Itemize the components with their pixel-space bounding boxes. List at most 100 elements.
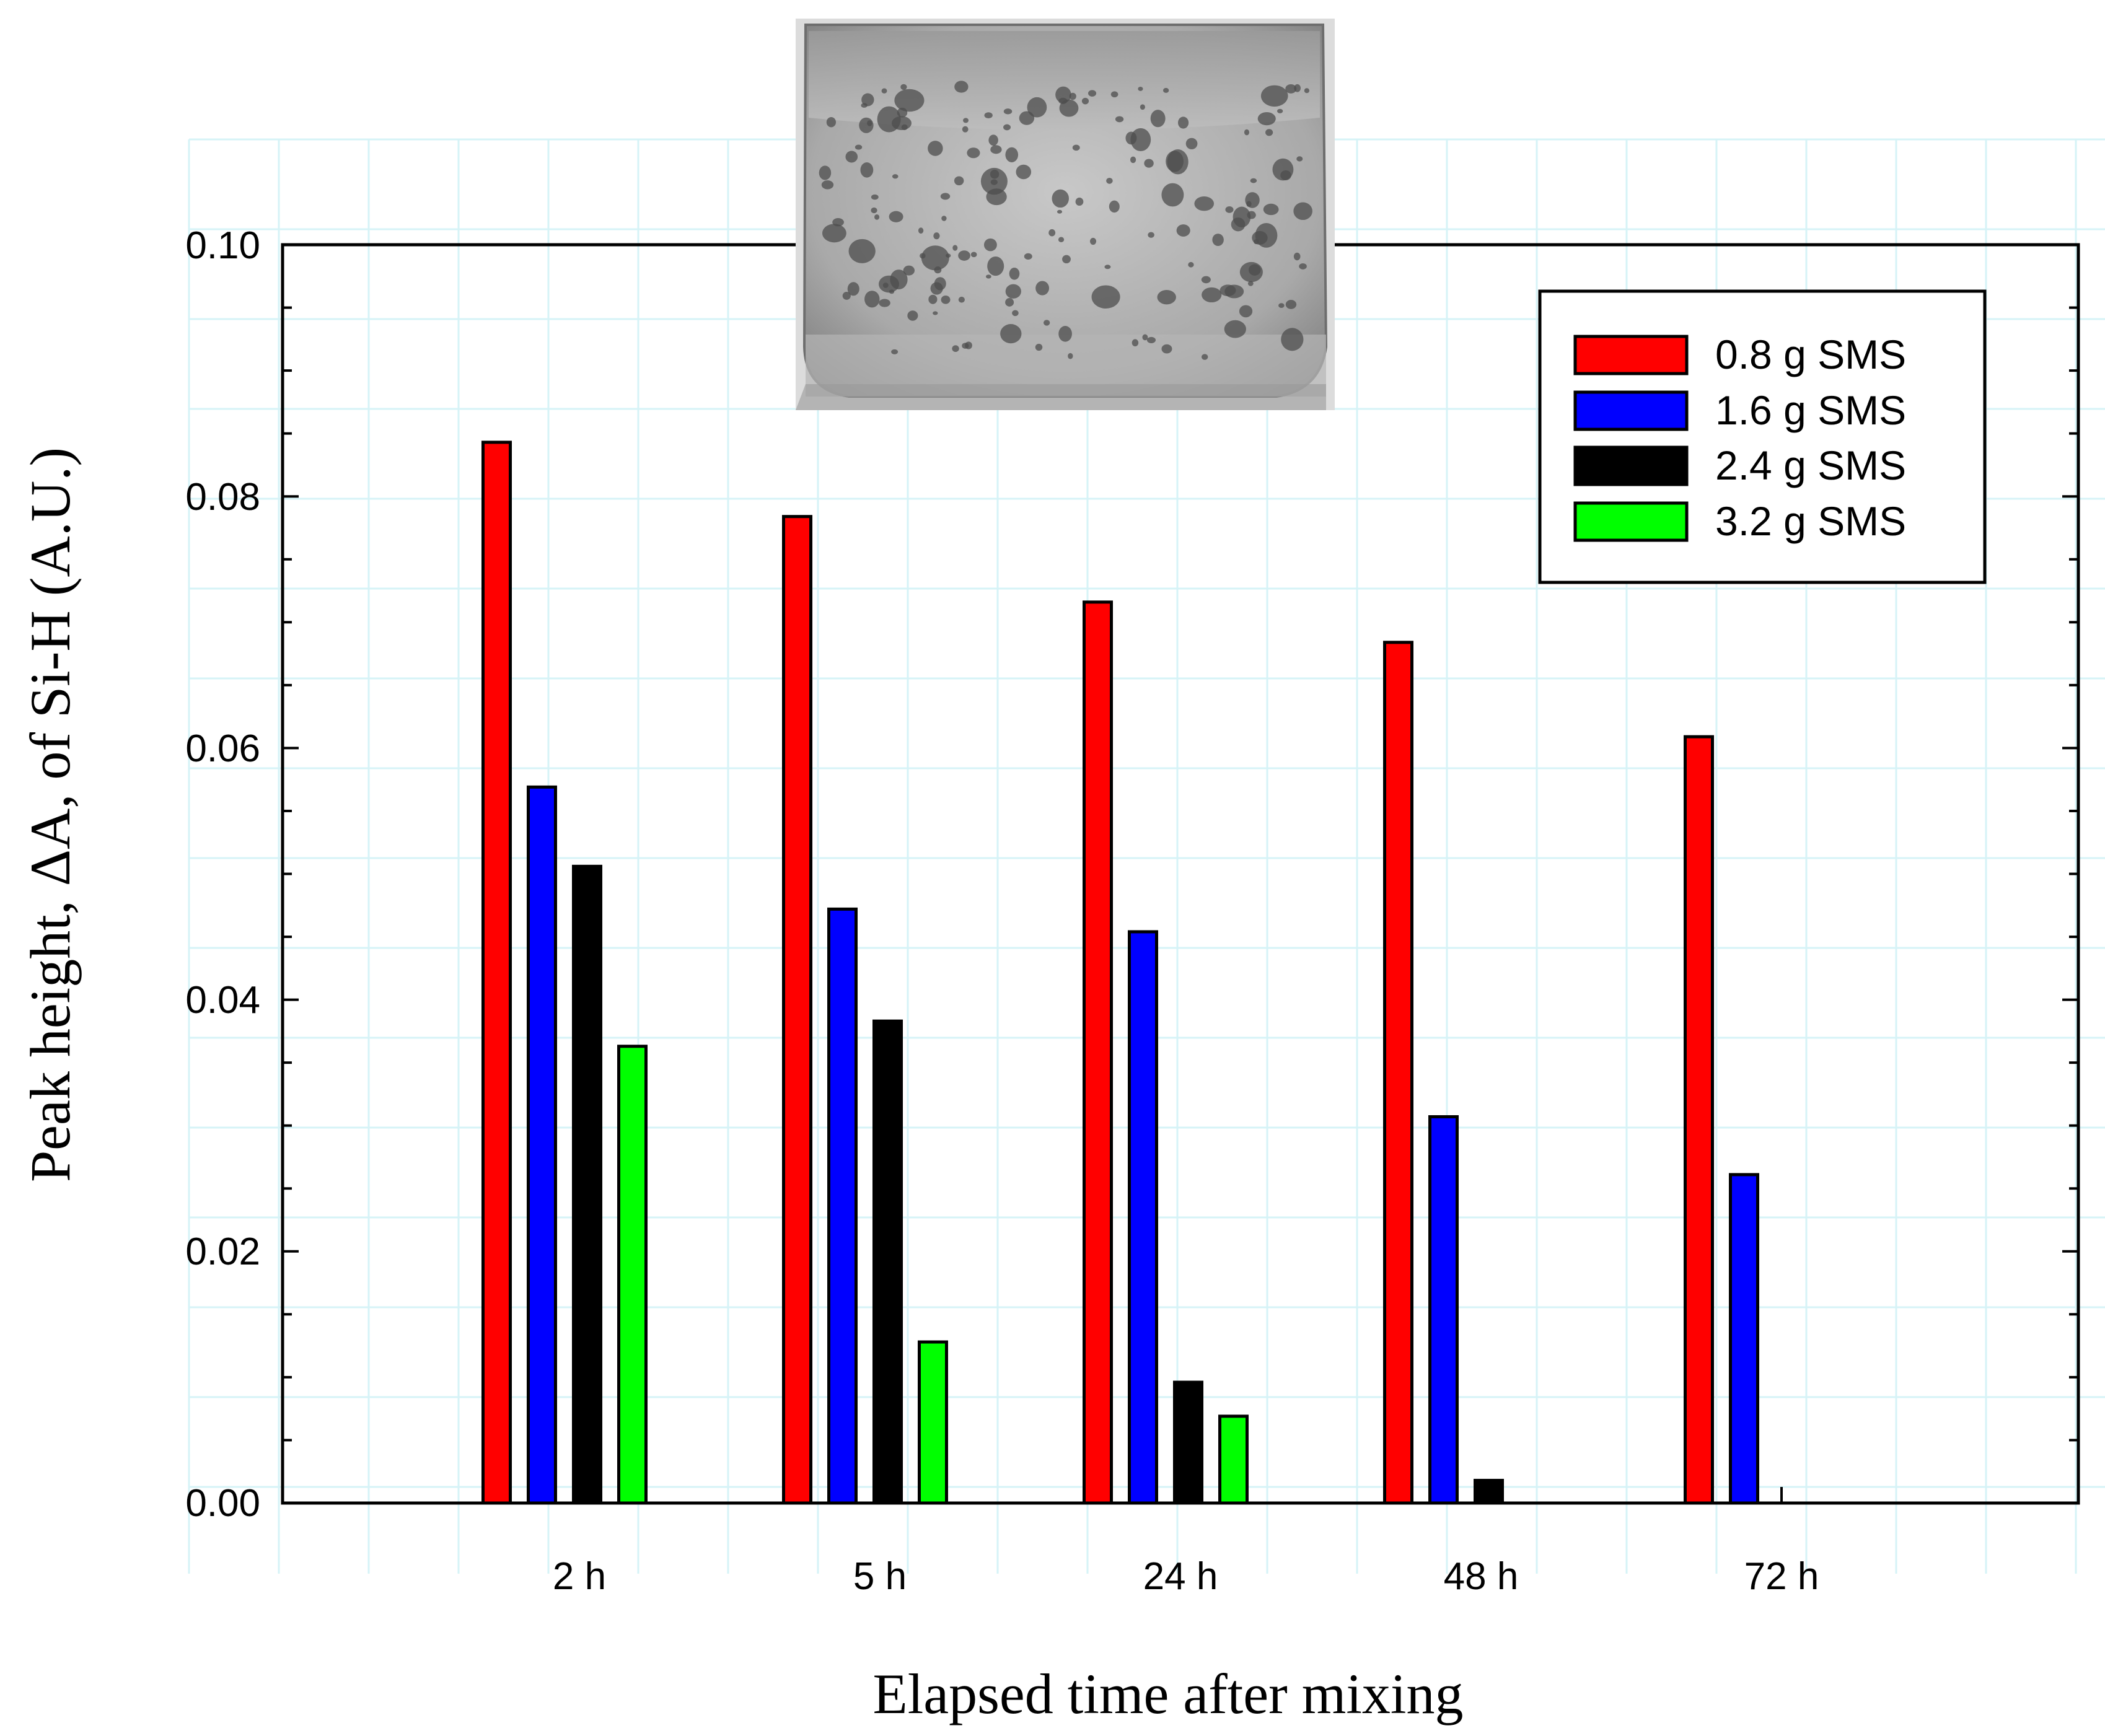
- foam-pore: [952, 345, 959, 353]
- x-tick-label: 72 h: [1744, 1555, 1819, 1598]
- bar-0-8-g-sms-48h: [1383, 641, 1413, 1505]
- foam-pore: [1144, 159, 1154, 168]
- bar-1-6-g-sms-72h: [1729, 1173, 1759, 1505]
- foam-pore: [1202, 354, 1208, 360]
- bar-1-6-g-sms-2h: [527, 785, 557, 1505]
- foam-pore: [892, 174, 899, 179]
- legend-swatch-3.2g: [1573, 501, 1689, 542]
- foam-pore: [1247, 281, 1254, 286]
- foam-pore: [881, 88, 887, 94]
- jar-foam-top: [809, 31, 1320, 130]
- bar-2-4-g-sms-24h: [1173, 1380, 1203, 1505]
- foam-pore: [1027, 97, 1047, 118]
- foam-pore: [958, 296, 965, 303]
- foam-pore: [1130, 128, 1151, 152]
- foam-pore: [920, 253, 926, 259]
- foam-pore: [1003, 108, 1013, 115]
- y-tick-label: 0.02: [185, 1230, 260, 1273]
- foam-pore: [1075, 197, 1084, 206]
- foam-pore: [963, 118, 969, 123]
- foam-pore: [933, 311, 938, 315]
- foam-pore: [907, 310, 918, 321]
- foam-pore: [1224, 320, 1246, 338]
- jar-shadow: [796, 384, 1326, 410]
- foam-pore: [1277, 108, 1283, 113]
- foam-pore: [1125, 131, 1137, 145]
- foam-pores: [819, 81, 1312, 360]
- foam-pore: [1016, 164, 1032, 180]
- foam-pore: [1246, 201, 1252, 207]
- foam-pore: [848, 239, 876, 263]
- foam-pore: [871, 194, 879, 200]
- y-tick-label: 0.04: [185, 979, 260, 1022]
- foam-pore: [891, 349, 899, 354]
- foam-pore: [1166, 151, 1184, 172]
- foam-pore: [984, 112, 993, 119]
- foam-pore: [1089, 237, 1097, 245]
- inset-photo: [796, 19, 1335, 410]
- foam-pore: [879, 275, 900, 293]
- foam-pore: [1252, 230, 1268, 245]
- x-axis-title: Elapsed time after mixing: [873, 1662, 1464, 1725]
- legend-label: 2.4 g SMS: [1715, 442, 1906, 488]
- foam-pore: [983, 238, 997, 252]
- bar-0-8-g-sms-5h: [782, 515, 812, 1505]
- foam-pore: [1109, 200, 1120, 213]
- foam-pore: [1257, 112, 1276, 126]
- y-tick-label: 0.08: [185, 476, 260, 519]
- bar-1-6-g-sms-48h: [1428, 1115, 1459, 1505]
- legend-label: 3.2 g SMS: [1715, 498, 1906, 544]
- foam-pore: [1115, 116, 1124, 123]
- foam-pore: [1142, 334, 1148, 341]
- foam-pore: [970, 252, 977, 258]
- foam-pore: [1281, 328, 1304, 351]
- foam-pore: [1150, 110, 1166, 128]
- foam-pore: [1194, 196, 1215, 211]
- foam-pore: [832, 218, 844, 227]
- foam-pore: [985, 274, 991, 279]
- foam-pore: [1005, 284, 1021, 299]
- legend-label: 0.8 g SMS: [1715, 331, 1906, 377]
- foam-pore: [861, 103, 868, 108]
- foam-pore: [864, 291, 880, 308]
- bar-3-2-g-sms-5h: [918, 1340, 948, 1505]
- y-axis-title: Peak height, ΔA, of Si-H (A.U.): [19, 447, 82, 1182]
- foam-pore: [894, 89, 925, 112]
- foam-pore: [1212, 234, 1224, 246]
- foam-pore: [860, 162, 874, 178]
- x-tick-label: 24 h: [1143, 1555, 1218, 1598]
- foam-pore: [889, 211, 903, 222]
- bar-1-6-g-sms-5h: [827, 907, 858, 1505]
- foam-pore: [1068, 353, 1073, 359]
- y-tick-label: 0.10: [185, 224, 260, 267]
- foam-pore: [871, 207, 877, 214]
- y-tick-labels: 0.00 0.02 0.04 0.06 0.08 0.10: [185, 224, 260, 1525]
- bar-0-8-g-sms-72h: [1684, 735, 1714, 1505]
- foam-pore: [962, 126, 969, 133]
- foam-pore: [1188, 261, 1194, 268]
- foam-pore: [1285, 84, 1297, 94]
- foam-pore: [918, 227, 924, 234]
- foam-pore: [1185, 138, 1198, 150]
- foam-pore: [941, 295, 951, 304]
- foam-pore: [1012, 310, 1019, 317]
- foam-pore: [1244, 129, 1250, 136]
- foam-pore: [1000, 324, 1022, 344]
- foam-pore: [1043, 320, 1050, 326]
- foam-pore: [952, 245, 958, 251]
- foam-pore: [1176, 224, 1190, 237]
- foam-pore: [1157, 290, 1176, 305]
- foam-pore: [1239, 261, 1263, 283]
- foam-pore: [933, 232, 940, 240]
- foam-pore: [1088, 90, 1097, 97]
- bar-2-4-g-sms-48h: [1474, 1478, 1504, 1505]
- foam-pore: [1091, 285, 1120, 309]
- foam-pore: [928, 294, 938, 304]
- foam-pore: [928, 141, 943, 156]
- foam-pore: [822, 224, 846, 243]
- foam-pore: [1072, 144, 1080, 151]
- foam-pore: [1110, 91, 1118, 98]
- foam-pore: [855, 144, 863, 150]
- foam-pore: [1148, 232, 1154, 238]
